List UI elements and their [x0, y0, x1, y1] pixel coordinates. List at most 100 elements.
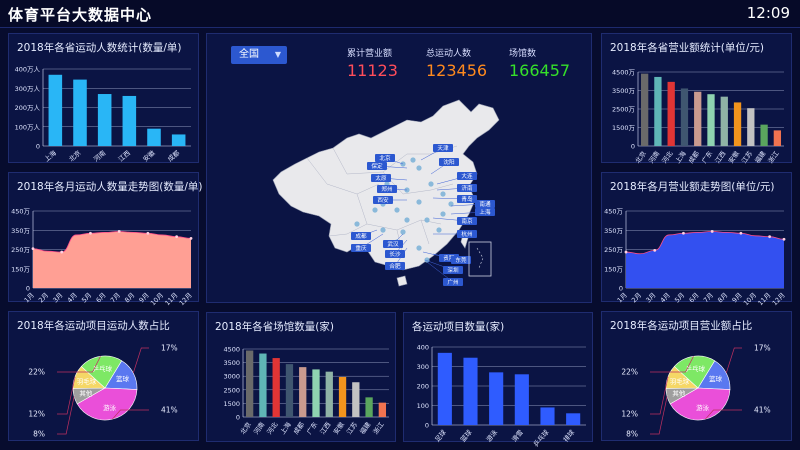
city-label: 郑州: [381, 185, 392, 193]
panel-province-venues: 2018年各省场馆数量(家) 4500 3500 3000 2500 1500 0 北京 河南…: [206, 312, 396, 442]
x-tick-label: 江苏: [344, 420, 359, 436]
x-tick-label: 足球: [433, 427, 449, 443]
y-tick-label: 200万人: [15, 104, 41, 112]
panel-title: 2018年各月营业额走势图(单位/元): [610, 181, 775, 193]
data-point: [175, 235, 179, 239]
x-tick-label: 3月: [51, 291, 64, 304]
leader-line: [650, 356, 694, 373]
bar: [352, 382, 360, 417]
south-sea-inset: [468, 241, 492, 277]
x-tick-label: 6月: [687, 291, 700, 304]
panel-title: 2018年各运动项目运动人数占比: [17, 320, 170, 332]
x-tick-label: 浙江: [371, 420, 386, 436]
bar: [122, 95, 137, 146]
data-point: [60, 250, 64, 254]
x-tick-label: 江西: [714, 149, 728, 165]
slice-label: 羽毛球: [670, 376, 690, 385]
slice-label: 其他: [79, 389, 93, 398]
leader-line: [112, 409, 149, 420]
x-tick-label: 排球: [561, 427, 577, 443]
x-tick-label: 滑雪: [510, 428, 525, 444]
bar: [667, 81, 675, 146]
city-label-box: [371, 174, 391, 182]
bar: [640, 73, 649, 146]
x-tick-label: 5月: [80, 291, 93, 304]
x-tick-label: 3月: [644, 291, 657, 304]
y-tick-label: 3500: [223, 359, 240, 367]
city-label: 广州: [447, 278, 458, 286]
y-tick-label: 0: [36, 143, 40, 151]
leader-line: [57, 376, 76, 415]
y-tick-label: 450万: [11, 208, 30, 216]
city-label: 保定: [371, 162, 383, 170]
area-fill: [33, 231, 191, 288]
percent-label: 41%: [754, 406, 771, 415]
city-label-box: [367, 162, 387, 170]
panel-province-revenue: 2018年各省营业额统计(单位/元) 4500万 3500万 2500万 1500万 0…: [601, 33, 792, 165]
city-label: 青岛: [461, 195, 473, 203]
city-label: 西安: [377, 196, 389, 204]
bar: [760, 124, 768, 146]
bar: [325, 371, 333, 417]
x-tick-label: 江西: [117, 149, 132, 164]
bar: [654, 76, 662, 146]
slice-label: 其他: [672, 389, 686, 398]
data-point: [768, 235, 772, 239]
x-tick-label: 福建: [753, 149, 768, 165]
data-point: [117, 230, 121, 233]
percent-label: 8%: [626, 430, 638, 439]
y-tick-label: 400: [417, 344, 429, 352]
bar: [733, 102, 742, 146]
city-dot: [428, 181, 434, 187]
leader-line: [650, 396, 668, 435]
kpi-label: 总运动人数: [426, 49, 472, 59]
x-tick-label: 7月: [702, 291, 715, 304]
city-dot: [404, 217, 410, 223]
x-tick-label: 1月: [23, 291, 36, 304]
slice-label: 游泳: [103, 403, 117, 412]
sport-revenue-pie: 篮球 17% 游泳 41% 其他 8% 羽毛球 12% 乒乓球 22%: [621, 344, 771, 439]
city-dot: [416, 199, 422, 205]
y-tick-label: 350万: [11, 227, 30, 235]
clock: 12:09: [746, 4, 790, 22]
bar: [489, 372, 504, 425]
city-label-box: [433, 144, 453, 152]
city-label: 南京: [461, 217, 473, 225]
x-tick-label: 8月: [123, 291, 136, 304]
panel-title: 2018年各省运动人数统计(数量/单): [17, 42, 182, 54]
city-dot: [416, 165, 422, 171]
percent-label: 12%: [621, 410, 638, 419]
x-tick-label: 北京: [238, 420, 253, 436]
bar: [312, 369, 320, 417]
x-tick-label: 篮球: [458, 427, 474, 443]
x-tick-label: 江苏: [739, 149, 754, 165]
city-label-box: [375, 154, 395, 162]
panel-sport-venues: 各运动项目数量(家) 400 300 200 100 0 足球 篮球 游泳 滑雪 乒乓球 排球: [403, 312, 593, 449]
panel-title: 2018年各省营业额统计(单位/元): [610, 42, 764, 54]
area-fill: [626, 231, 784, 288]
region-select[interactable]: 全国 ▼: [231, 46, 287, 64]
kpi-value: 123456: [426, 61, 488, 80]
percent-label: 8%: [33, 430, 45, 439]
city-label-box: [377, 185, 397, 193]
panel-monthly-users: 2018年各月运动人数量走势图(数量/单) 450万 350万 250万 150万 0 1…: [8, 172, 203, 308]
bar: [285, 364, 294, 417]
city-label: 南通: [479, 200, 491, 208]
y-tick-label: 4500万: [612, 69, 636, 77]
kpi-revenue: 累计营业额 11123: [347, 46, 398, 80]
city-label: 贵阳: [443, 254, 455, 262]
x-tick-label: 上海: [673, 149, 688, 165]
x-tick-label: 河南: [251, 420, 266, 436]
panel-title: 2018年各月运动人数量走势图(数量/单): [17, 181, 203, 193]
data-point: [189, 236, 193, 240]
percent-label: 22%: [621, 368, 638, 377]
kpi-label: 场馆数: [509, 49, 537, 59]
province-venues-chart: 4500 3500 3000 2500 1500 0北京 河南 河北 上海 成都 广东 江西 安徽 江苏福…: [223, 346, 389, 436]
city-dot: [416, 245, 422, 251]
bar: [259, 353, 267, 417]
province-revenue-chart: 4500万 3500万 2500万 1500万 0北京 河南 河北 上海 成都 广东 江西 安徽 江苏福…: [612, 69, 784, 165]
slice-label: 游泳: [696, 403, 710, 412]
